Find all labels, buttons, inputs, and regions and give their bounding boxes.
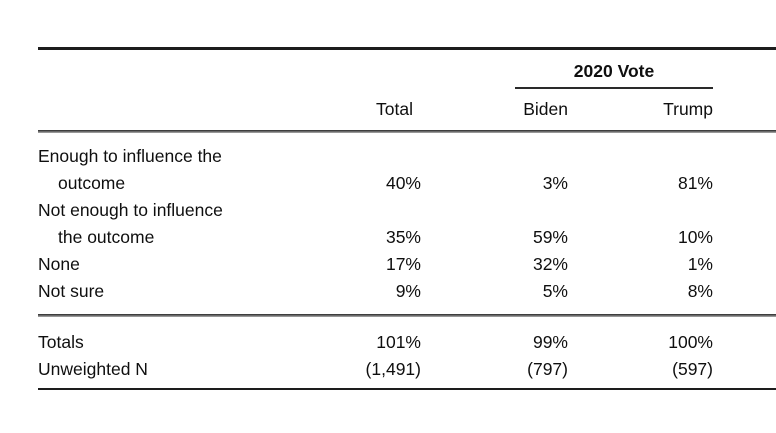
cell-total: (1,491) [365,358,421,379]
vote-group-underline [515,87,713,89]
cell-total: 17% [385,253,421,274]
cell-total: 101% [376,331,421,352]
cell-biden: (797) [527,358,568,379]
table-top-rule [38,47,776,50]
cell-biden: 59% [532,226,568,247]
table-row-totals: Totals 101% 99% 100% [38,329,776,356]
cell-biden: 99% [532,331,568,352]
column-header-row: Total Biden Trump [38,89,776,130]
table-row-not-sure: Not sure 9% 5% 8% [38,278,776,305]
table-row-none: None 17% 32% 1% [38,251,776,278]
table-row-unweighted-n: Unweighted N (1,491) (797) (597) [38,356,776,383]
table-bottom-rule [38,387,776,390]
cell-trump: 8% [687,280,713,301]
cell-trump: (597) [672,358,713,379]
row-label-cell: Enough to influence the outcome [38,143,333,197]
vote-group-band: 2020 Vote [38,50,776,89]
row-label-continuation: outcome [58,172,126,193]
column-header-biden: Biden [523,98,568,119]
cell-total: 9% [395,280,421,301]
table-row-enough: Enough to influence the outcome 40% 3% 8… [38,143,776,197]
header-rule [38,129,776,133]
cell-biden: 32% [532,253,568,274]
column-header-total: Total [376,98,413,119]
cell-trump: 1% [687,253,713,274]
cell-total: 40% [385,172,421,193]
row-label: Enough to influence the [38,145,222,166]
table-row-not-enough: Not enough to influence the outcome 35% … [38,197,776,251]
row-label: Unweighted N [38,358,148,379]
row-label: None [38,253,80,274]
totals-rule [38,313,776,317]
column-header-trump: Trump [663,98,713,119]
cell-trump: 10% [677,226,713,247]
row-label: Not enough to influence [38,199,223,220]
cell-total: 35% [385,226,421,247]
row-label-continuation: the outcome [58,226,155,247]
vote-group-header: 2020 Vote [573,60,655,81]
row-label-cell: Not enough to influence the outcome [38,197,333,251]
cell-biden: 5% [542,280,568,301]
table-summary: Totals 101% 99% 100% Unweighted N (1,491… [38,317,776,388]
results-table: 2020 Vote Total Biden Trump Enough to in… [38,0,776,390]
cell-trump: 81% [677,172,713,193]
row-label: Not sure [38,280,105,301]
table-body: Enough to influence the outcome 40% 3% 8… [38,133,776,314]
row-label: Totals [38,331,84,352]
cell-trump: 100% [668,331,713,352]
cell-biden: 3% [542,172,568,193]
